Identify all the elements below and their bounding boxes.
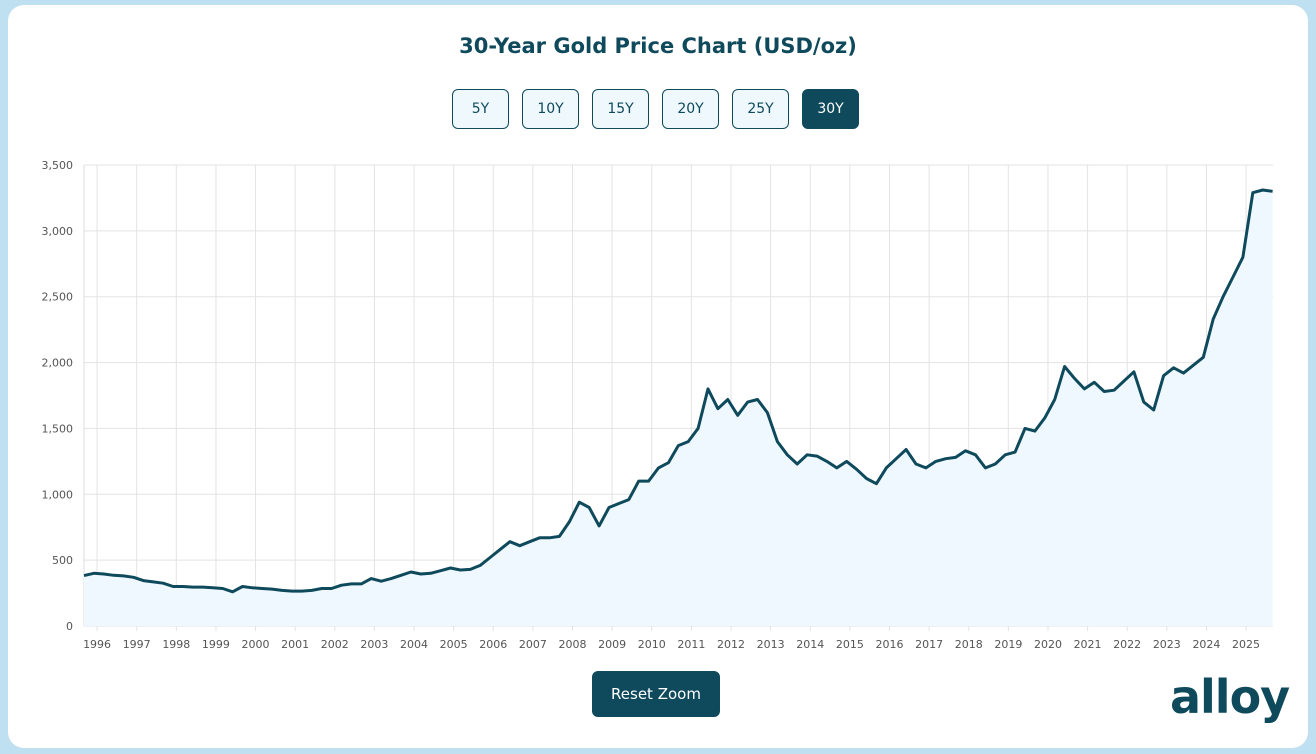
x-tick-label: 2019 (994, 638, 1022, 651)
reset-zoom-button[interactable]: Reset Zoom (592, 671, 720, 717)
x-tick-label: 1997 (123, 638, 151, 651)
x-tick-label: 2015 (836, 638, 864, 651)
x-tick-label: 2009 (598, 638, 626, 651)
x-tick-label: 2021 (1074, 638, 1102, 651)
x-tick-label: 2024 (1192, 638, 1220, 651)
y-tick-label: 3,000 (42, 225, 74, 238)
x-tick-label: 2000 (242, 638, 270, 651)
y-tick-label: 2,500 (42, 291, 74, 304)
x-tick-label: 2023 (1153, 638, 1181, 651)
range-30y-button[interactable]: 30Y (802, 89, 859, 129)
range-25y-button[interactable]: 25Y (732, 89, 789, 129)
x-tick-label: 1996 (83, 638, 111, 651)
chart-title: 30-Year Gold Price Chart (USD/oz) (459, 34, 857, 58)
y-tick-label: 0 (66, 620, 73, 633)
x-tick-label: 2011 (677, 638, 705, 651)
x-tick-label: 2010 (638, 638, 666, 651)
x-tick-label: 2003 (360, 638, 388, 651)
x-tick-label: 2022 (1113, 638, 1141, 651)
x-tick-label: 2018 (955, 638, 983, 651)
y-tick-label: 500 (52, 554, 73, 567)
price-line (83, 188, 1273, 594)
x-tick-label: 2005 (440, 638, 468, 651)
x-tick-label: 2025 (1232, 638, 1260, 651)
alloy-logo: alloy (1170, 670, 1290, 724)
x-tick-label: 2014 (796, 638, 824, 651)
y-tick-label: 2,000 (42, 357, 74, 370)
x-tick-label: 2007 (519, 638, 547, 651)
x-tick-label: 2006 (479, 638, 507, 651)
y-tick-label: 3,500 (42, 159, 74, 172)
range-selector: 5Y 10Y 15Y 20Y 25Y 30Y (452, 89, 859, 129)
price-area (84, 190, 1273, 626)
x-tick-label: 2017 (915, 638, 943, 651)
x-tick-label: 2002 (321, 638, 349, 651)
x-tick-label: 2012 (717, 638, 745, 651)
x-tick-label: 1998 (162, 638, 190, 651)
y-tick-label: 1,000 (42, 488, 74, 501)
range-5y-button[interactable]: 5Y (452, 89, 509, 129)
x-tick-label: 2004 (400, 638, 428, 651)
x-tick-label: 2016 (875, 638, 903, 651)
y-tick-label: 1,500 (42, 422, 74, 435)
range-15y-button[interactable]: 15Y (592, 89, 649, 129)
x-tick-label: 2020 (1034, 638, 1062, 651)
range-10y-button[interactable]: 10Y (522, 89, 579, 129)
x-tick-label: 2001 (281, 638, 309, 651)
x-tick-label: 2008 (559, 638, 587, 651)
x-tick-label: 2013 (757, 638, 785, 651)
x-tick-label: 1999 (202, 638, 230, 651)
range-20y-button[interactable]: 20Y (662, 89, 719, 129)
